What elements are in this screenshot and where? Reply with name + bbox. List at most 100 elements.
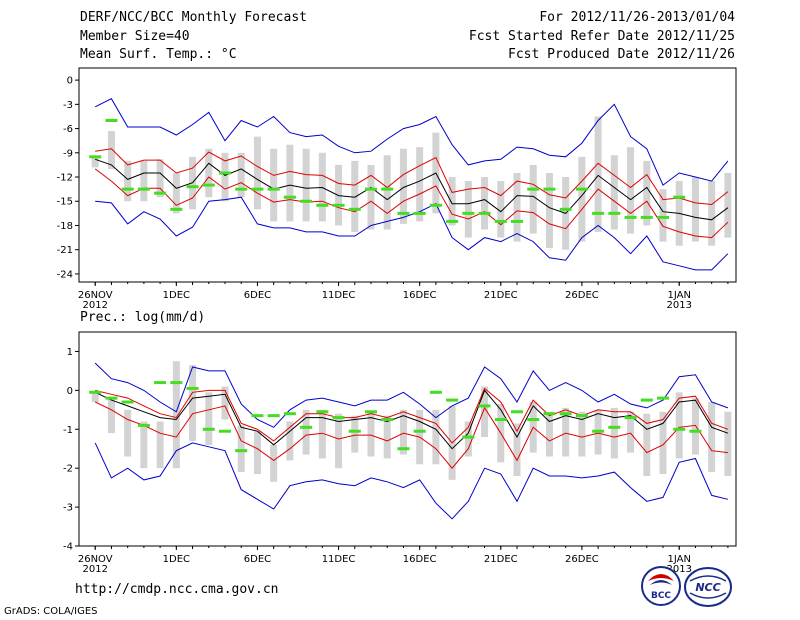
precipitation-spread-bar (221, 386, 229, 420)
precipitation-observed-mark (689, 429, 702, 433)
temperature-spread-bar (659, 189, 667, 242)
precipitation-observed-mark (446, 398, 459, 402)
precipitation-xtick-label: 21DEC (484, 554, 518, 565)
precipitation-observed-mark (559, 412, 572, 416)
precipitation-xtick-label: 26DEC (565, 554, 599, 565)
temperature-observed-mark (219, 171, 231, 175)
temperature-observed-mark (365, 187, 377, 191)
temperature-spread-bar (172, 172, 180, 214)
precipitation-ytick-label: -1 (63, 425, 73, 436)
precipitation-spread-bar (643, 413, 651, 476)
precipitation-observed-mark (413, 429, 426, 433)
temperature-spread-bar (399, 148, 407, 224)
precipitation-observed-mark (251, 414, 264, 418)
precipitation-spread-bar (205, 392, 213, 445)
temperature-spread-bar (481, 177, 489, 230)
temperature-observed-mark (251, 187, 264, 191)
precipitation-spread-bar (140, 421, 148, 469)
temperature-spread-bar (643, 160, 651, 226)
temperature-ytick-label: -15 (57, 197, 73, 208)
precipitation-ytick-label: -2 (63, 464, 73, 475)
precipitation-observed-mark (332, 416, 345, 420)
temperature-observed-mark (154, 191, 167, 195)
precipitation-xtick-sublabel: 2013 (666, 564, 691, 575)
precipitation-observed-mark (494, 418, 507, 422)
precipitation-observed-mark (89, 390, 102, 394)
precipitation-outer-lower-line (94, 442, 729, 520)
precipitation-observed-mark (219, 429, 231, 433)
precipitation-xtick-label: 11DEC (322, 554, 356, 565)
temperature-observed-mark (527, 187, 540, 191)
temperature-xtick-label: 21DEC (484, 290, 518, 301)
precipitation-spread-bar (124, 409, 132, 457)
precipitation-spread-bar (91, 392, 99, 403)
precipitation-xtick-sublabel: 2012 (82, 564, 107, 575)
temperature-spread-bar (724, 172, 732, 238)
precipitation-ytick-label: 1 (67, 347, 73, 358)
precipitation-xtick-label: 6DEC (244, 554, 271, 565)
precipitation-observed-mark (429, 390, 442, 394)
temperature-spread-bar (578, 156, 586, 242)
temperature-outer-upper-line (94, 98, 729, 186)
temperature-spread-bar (529, 164, 537, 234)
temperature-spread-bar (416, 147, 424, 222)
temperature-spread-bar (594, 116, 602, 232)
temperature-spread-bar (708, 181, 716, 246)
precipitation-observed-mark (154, 381, 167, 385)
precipitation-spread-bar (318, 409, 326, 459)
precipitation-spread-bar (610, 407, 618, 459)
precipitation-observed-mark (121, 400, 134, 404)
precipitation-spread-bar (351, 415, 359, 453)
temperature-frame (78, 67, 737, 283)
ncc-logo-text: NCC (695, 581, 720, 594)
precipitation-spread-bar (481, 386, 489, 438)
precipitation-ytick-label: -3 (63, 503, 73, 514)
temperature-ytick-label: -6 (63, 124, 73, 135)
precipitation-spread-bar (675, 392, 683, 459)
precipitation-spread-bar (270, 444, 278, 482)
temperature-spread-bar (253, 136, 261, 210)
precipitation-inner-lower-line (94, 401, 728, 469)
temperature-observed-mark (300, 199, 313, 203)
bcc-logo: BCC (641, 566, 681, 606)
precipitation-observed-mark (365, 410, 377, 414)
temperature-observed-mark (186, 185, 199, 189)
temperature-ytick-label: -12 (57, 173, 73, 184)
temperature-observed-mark (657, 215, 669, 219)
temperature-spread-bar (107, 130, 115, 169)
temperature-spread-bar (124, 160, 132, 202)
temperature-spread-bar (464, 181, 472, 238)
temperature-xtick-label: 26DEC (565, 290, 599, 301)
temperature-observed-mark (511, 219, 523, 223)
precipitation-observed-mark (657, 396, 669, 400)
temperature-inner-lower-line (94, 168, 729, 239)
precipitation-spread-bar (367, 411, 375, 457)
temperature-observed-mark (332, 203, 345, 207)
precipitation-observed-mark (624, 416, 637, 420)
precipitation-observed-mark (397, 447, 410, 451)
precipitation-ytick-label: -4 (63, 542, 73, 553)
temperature-observed-mark (640, 215, 653, 219)
precipitation-spread-bar (253, 431, 261, 475)
precipitation-spread-bar (335, 413, 343, 469)
temperature-spread-bar (383, 155, 391, 230)
precipitation-ytick-label: 0 (67, 386, 73, 397)
temperature-spread-bar (270, 148, 278, 222)
temperature-inner-upper-line (95, 148, 729, 206)
temperature-spread-bar (351, 160, 359, 232)
fcst-started-date: Fcst Started Refer Date 2012/11/25 (468, 29, 735, 44)
precipitation-observed-mark (575, 414, 588, 418)
temperature-observed-mark (202, 183, 215, 187)
temperature-spread-bar (221, 152, 229, 202)
source-url[interactable]: http://cmdp.ncc.cma.gov.cn (75, 582, 279, 597)
temperature-xtick-label: 11DEC (322, 290, 356, 301)
temperature-ytick-label: -24 (57, 269, 73, 280)
precipitation-observed-mark (170, 381, 183, 385)
temperature-xtick-label: 1JAN (667, 290, 690, 301)
temperature-observed-mark (348, 207, 361, 211)
temperature-ytick-label: -18 (57, 221, 73, 232)
temperature-observed-mark (559, 207, 572, 211)
precipitation-mean-line (94, 389, 729, 450)
